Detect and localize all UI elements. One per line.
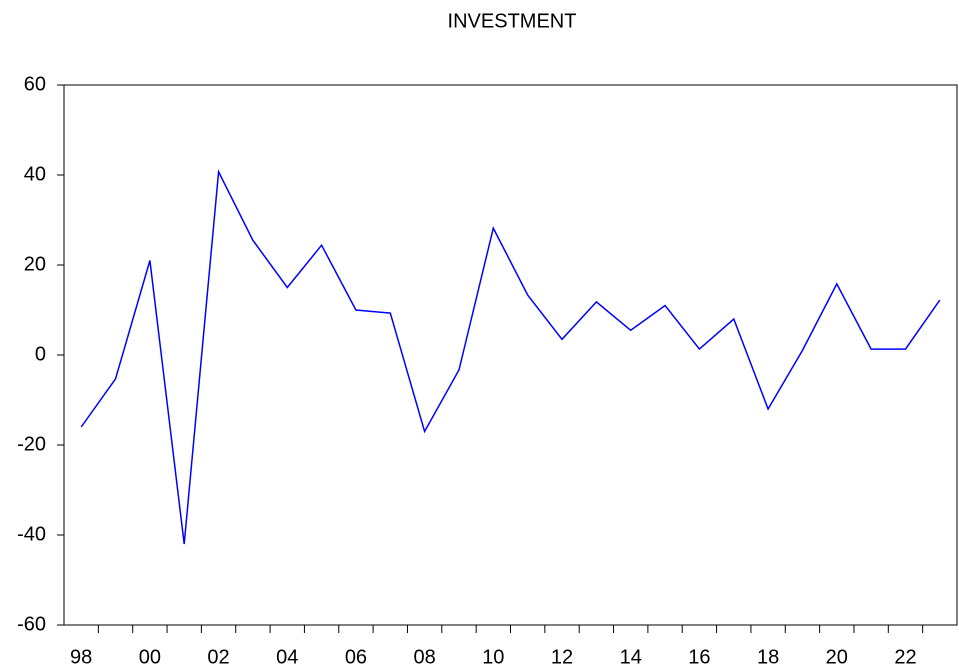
- x-tick-label: 18: [757, 646, 779, 668]
- y-tick-label: 40: [24, 163, 46, 185]
- plot-frame: [63, 84, 958, 626]
- x-tick-label: 14: [620, 646, 642, 668]
- y-tick-label: -60: [17, 613, 46, 635]
- x-tick-label: 98: [70, 646, 92, 668]
- x-tick-label: 22: [894, 646, 916, 668]
- x-tick-label: 00: [139, 646, 161, 668]
- y-tick-label: 60: [24, 73, 46, 95]
- y-tick-label: 0: [35, 343, 46, 365]
- x-tick-label: 12: [551, 646, 573, 668]
- y-tick-label: -20: [17, 433, 46, 455]
- x-tick-label: 16: [688, 646, 710, 668]
- y-tick-label: -40: [17, 523, 46, 545]
- x-tick-label: 04: [276, 646, 298, 668]
- x-tick-label: 20: [826, 646, 848, 668]
- data-line: [80, 169, 941, 545]
- x-tick-label: 06: [345, 646, 367, 668]
- chart-title: INVESTMENT: [448, 10, 577, 32]
- x-tick-label: 10: [482, 646, 504, 668]
- x-tick-label: 02: [207, 646, 229, 668]
- y-tick-label: 20: [24, 253, 46, 275]
- x-tick-label: 08: [414, 646, 436, 668]
